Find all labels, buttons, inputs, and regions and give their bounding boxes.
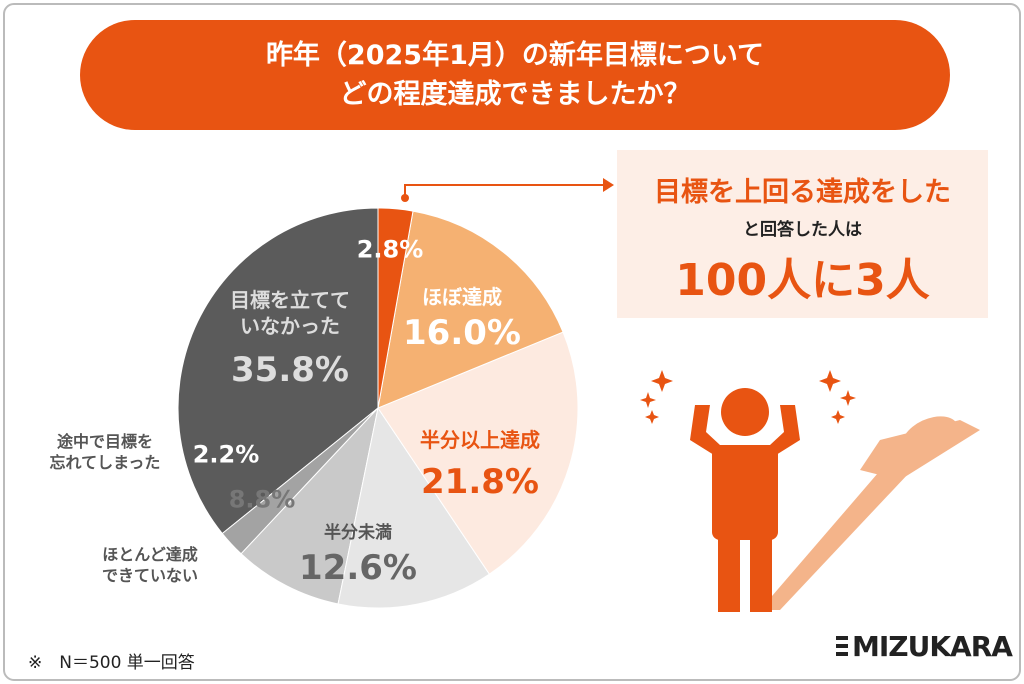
slice-label: 半分以上達成 [420, 428, 540, 452]
value-label: 12.6% [299, 547, 417, 588]
footnote: ※ N＝500 単一回答 [28, 653, 195, 673]
pie-slice [377, 331, 579, 575]
arrow-head [603, 178, 614, 192]
callout-line: と回答した人は [743, 220, 862, 240]
logo: MIZUKARA [852, 630, 1013, 663]
value-label: 2.2% [192, 440, 260, 469]
title: 昨年（2025年1月）の新年目標について どの程度達成できましたか？ [80, 20, 950, 130]
slice-label: ほぼ達成 [422, 285, 502, 309]
value-label: 21.8% [421, 461, 539, 502]
callout: 目標を上回る達成をした と回答した人は 100人に3人 [617, 150, 988, 318]
value-label: 16.0% [403, 312, 521, 353]
figure [640, 370, 980, 612]
frame [3, 3, 1021, 681]
value-label: 35.8% [231, 349, 349, 390]
callout-line: 目標を上回る達成をした [654, 177, 951, 208]
pie-slice [240, 406, 379, 605]
pie-slice [337, 406, 491, 609]
callout-arrow [404, 184, 605, 198]
slice-label: ほとんど達成 できていない [101, 545, 199, 585]
pie-slice [377, 210, 564, 409]
slice-label: 途中で目標を 忘れてしまった [49, 432, 161, 472]
value-label: 8.8% [228, 485, 296, 514]
pie-slice [177, 207, 379, 535]
slice-label: 半分未満 [324, 522, 392, 543]
slice-label: 目標を立てて いなかった [230, 288, 350, 338]
pie-slice [377, 207, 414, 409]
logo-mark [836, 636, 848, 656]
arrow-dot [401, 194, 409, 202]
value-label: 2.8% [356, 235, 424, 264]
callout-highlight: 100人に3人 [675, 255, 930, 306]
